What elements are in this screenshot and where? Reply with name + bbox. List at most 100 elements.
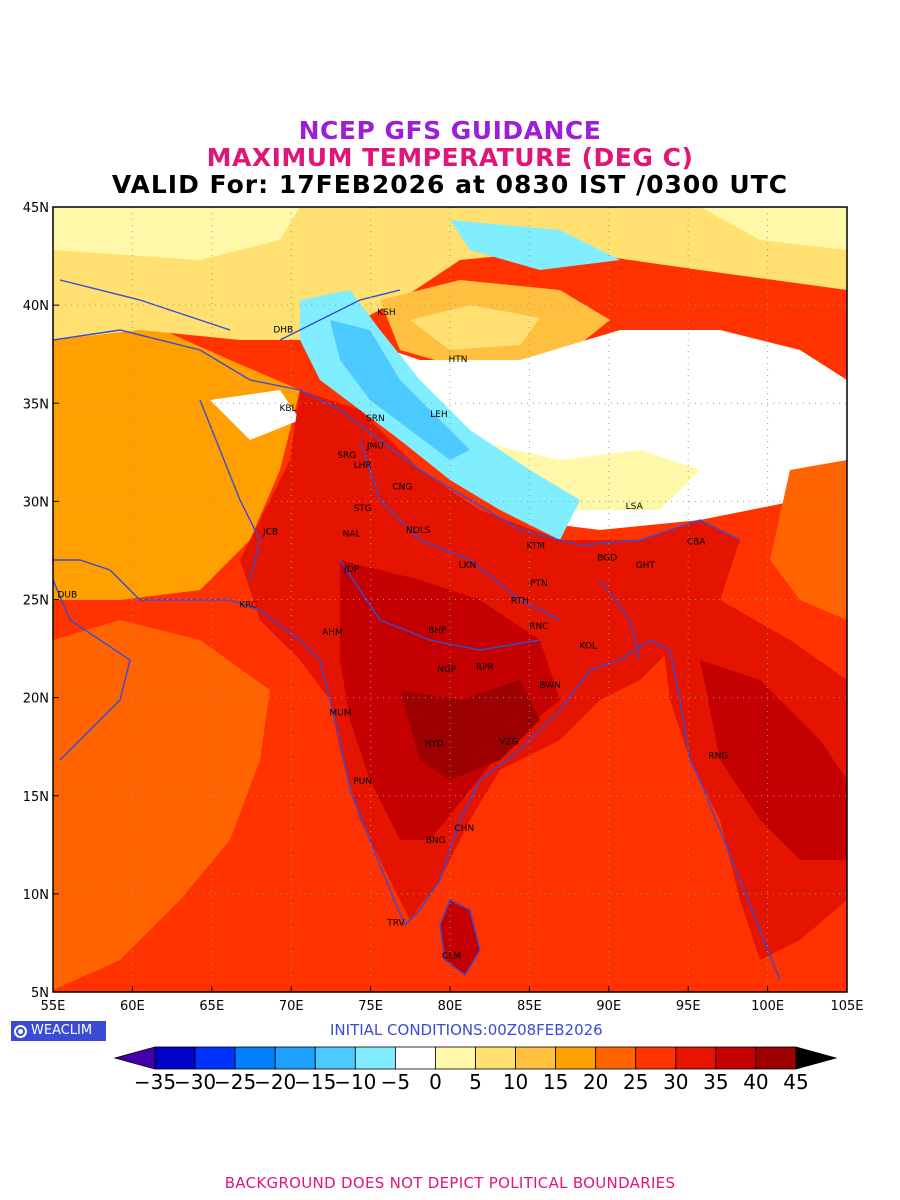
colorbar-bin xyxy=(194,1046,236,1070)
lon-tick-label: 75E xyxy=(358,999,383,1014)
lon-tick-label: 90E xyxy=(596,999,621,1014)
city-label-htn: HTN xyxy=(448,355,467,365)
city-label-ktm: KTM xyxy=(527,541,545,551)
lon-tick-label: 85E xyxy=(517,999,542,1014)
lon-tick-label: 80E xyxy=(438,999,463,1014)
lat-tick-label: 35N xyxy=(23,397,49,412)
city-label-dhb: DHB xyxy=(273,326,293,336)
city-label-kbl: KBL xyxy=(279,404,296,414)
city-label-pun: PUN xyxy=(353,777,372,787)
colorbar-bin xyxy=(755,1046,797,1070)
colorbar-bin xyxy=(515,1046,557,1070)
lon-tick-label: 95E xyxy=(676,999,701,1014)
colorbar-bin xyxy=(274,1046,316,1070)
city-label-bhp: BHP xyxy=(428,626,447,636)
lat-tick-label: 25N xyxy=(23,594,49,609)
colorbar-label: −20 xyxy=(254,1070,296,1094)
city-label-leh: LEH xyxy=(430,410,447,420)
city-label-lhr: LHR xyxy=(354,461,372,471)
colorbar-bin xyxy=(435,1046,476,1070)
lat-tick-label: 10N xyxy=(23,888,49,903)
city-label-bwn: BWN xyxy=(539,681,561,691)
colorbar-bin xyxy=(394,1046,436,1070)
city-label-vzg: VZG xyxy=(499,738,518,748)
title-line-1: NCEP GFS GUIDANCE xyxy=(298,116,602,145)
city-label-lkn: LKN xyxy=(459,561,477,571)
city-label-rnc: RNC xyxy=(529,622,548,632)
footer-disclaimer: BACKGROUND DOES NOT DEPICT POLITICAL BOU… xyxy=(224,1174,676,1192)
city-label-rng: RNG xyxy=(708,751,728,761)
city-label-jmu: JMU xyxy=(366,441,384,451)
city-label-bgd: BGD xyxy=(597,553,617,563)
city-label-cba: CBA xyxy=(687,538,706,548)
title-valid-time: VALID For: 17FEB2026 at 0830 IST /0300 U… xyxy=(111,170,789,199)
colorbar: −35−30−25−20−15−10 −5 0 5 10 15 20 25 30 35 40 45 xyxy=(113,1046,838,1094)
colorbar-label: 45 xyxy=(783,1070,808,1094)
axis-ticks: 55E 60E 65E 70E 75E 80E 85E 90E 95E 100E 105E 5N 10N… xyxy=(23,201,864,1014)
city-label-cng: CNG xyxy=(392,483,412,493)
title-line-2: MAXIMUM TEMPERATURE (DEG C) xyxy=(206,143,694,172)
colorbar-bin xyxy=(154,1046,196,1070)
colorbar-label: −10 xyxy=(334,1070,376,1094)
colorbar-label: −15 xyxy=(294,1070,336,1094)
lat-tick-label: 40N xyxy=(23,299,49,314)
city-label-kol: KOL xyxy=(579,642,597,652)
logo-circle-icon xyxy=(14,1024,27,1038)
city-label-jdp: JDP xyxy=(343,565,360,575)
city-label-ksh: KSH xyxy=(377,308,395,318)
colorbar-label: −5 xyxy=(381,1070,410,1094)
lat-tick-label: 15N xyxy=(23,790,49,805)
lat-tick-label: 30N xyxy=(23,495,49,510)
colorbar-label: 0 xyxy=(429,1070,442,1094)
city-label-stg: STG xyxy=(354,504,372,514)
city-label-bng: BNG xyxy=(426,836,446,846)
colorbar-label: 5 xyxy=(469,1070,482,1094)
city-label-rpr: RPR xyxy=(476,663,494,673)
colorbar-label: 10 xyxy=(503,1070,528,1094)
lon-tick-label: 70E xyxy=(279,999,304,1014)
grid xyxy=(53,207,847,992)
boundary-lines xyxy=(53,279,781,981)
lon-tick-label: 55E xyxy=(41,999,66,1014)
colorbar-bin xyxy=(475,1046,516,1070)
city-label-krc: KRC xyxy=(239,600,257,610)
colorbar-label: 20 xyxy=(583,1070,608,1094)
colorbar-low-arrow xyxy=(113,1046,156,1070)
lon-tick-label: 105E xyxy=(830,999,863,1014)
colorbar-bin xyxy=(234,1046,276,1070)
colorbar-label: 30 xyxy=(663,1070,688,1094)
colorbar-label: −35 xyxy=(134,1070,176,1094)
colorbar-high-arrow xyxy=(795,1046,838,1070)
city-label-ptn: PTN xyxy=(530,579,548,589)
colorbar-label: −25 xyxy=(214,1070,256,1094)
city-label-srg: SRG xyxy=(337,451,356,461)
colorbar-bin xyxy=(354,1046,396,1070)
colorbar-label: 15 xyxy=(543,1070,568,1094)
colorbar-bin xyxy=(555,1046,597,1070)
colorbar-bin xyxy=(595,1046,637,1070)
city-label-ahm: AHM xyxy=(322,628,343,638)
lon-tick-label: 65E xyxy=(199,999,224,1014)
colorbar-label: −30 xyxy=(174,1070,216,1094)
lon-tick-label: 60E xyxy=(120,999,145,1014)
city-label-lsa: LSA xyxy=(626,502,644,512)
city-label-clm: CLM xyxy=(442,952,461,962)
logo-text: WEACLIM xyxy=(31,1023,93,1038)
lon-tick-label: 100E xyxy=(751,999,784,1014)
colorbar-bin xyxy=(314,1046,356,1070)
lat-tick-label: 20N xyxy=(23,692,49,707)
city-label-dub: DUB xyxy=(57,591,77,601)
city-label-rth: RTH xyxy=(511,596,529,606)
city-label-hyd: HYD xyxy=(425,740,444,750)
city-label-mum: MUM xyxy=(329,708,351,718)
colorbar-label: 35 xyxy=(703,1070,728,1094)
colorbar-bin xyxy=(675,1046,717,1070)
colorbar-bin xyxy=(635,1046,677,1070)
lat-tick-label: 5N xyxy=(31,986,49,1001)
colorbar-label: 40 xyxy=(743,1070,768,1094)
city-label-nal: NAL xyxy=(343,530,361,540)
city-label-ndls: NDLS xyxy=(406,526,431,536)
city-label-jcb: JCB xyxy=(262,528,278,538)
